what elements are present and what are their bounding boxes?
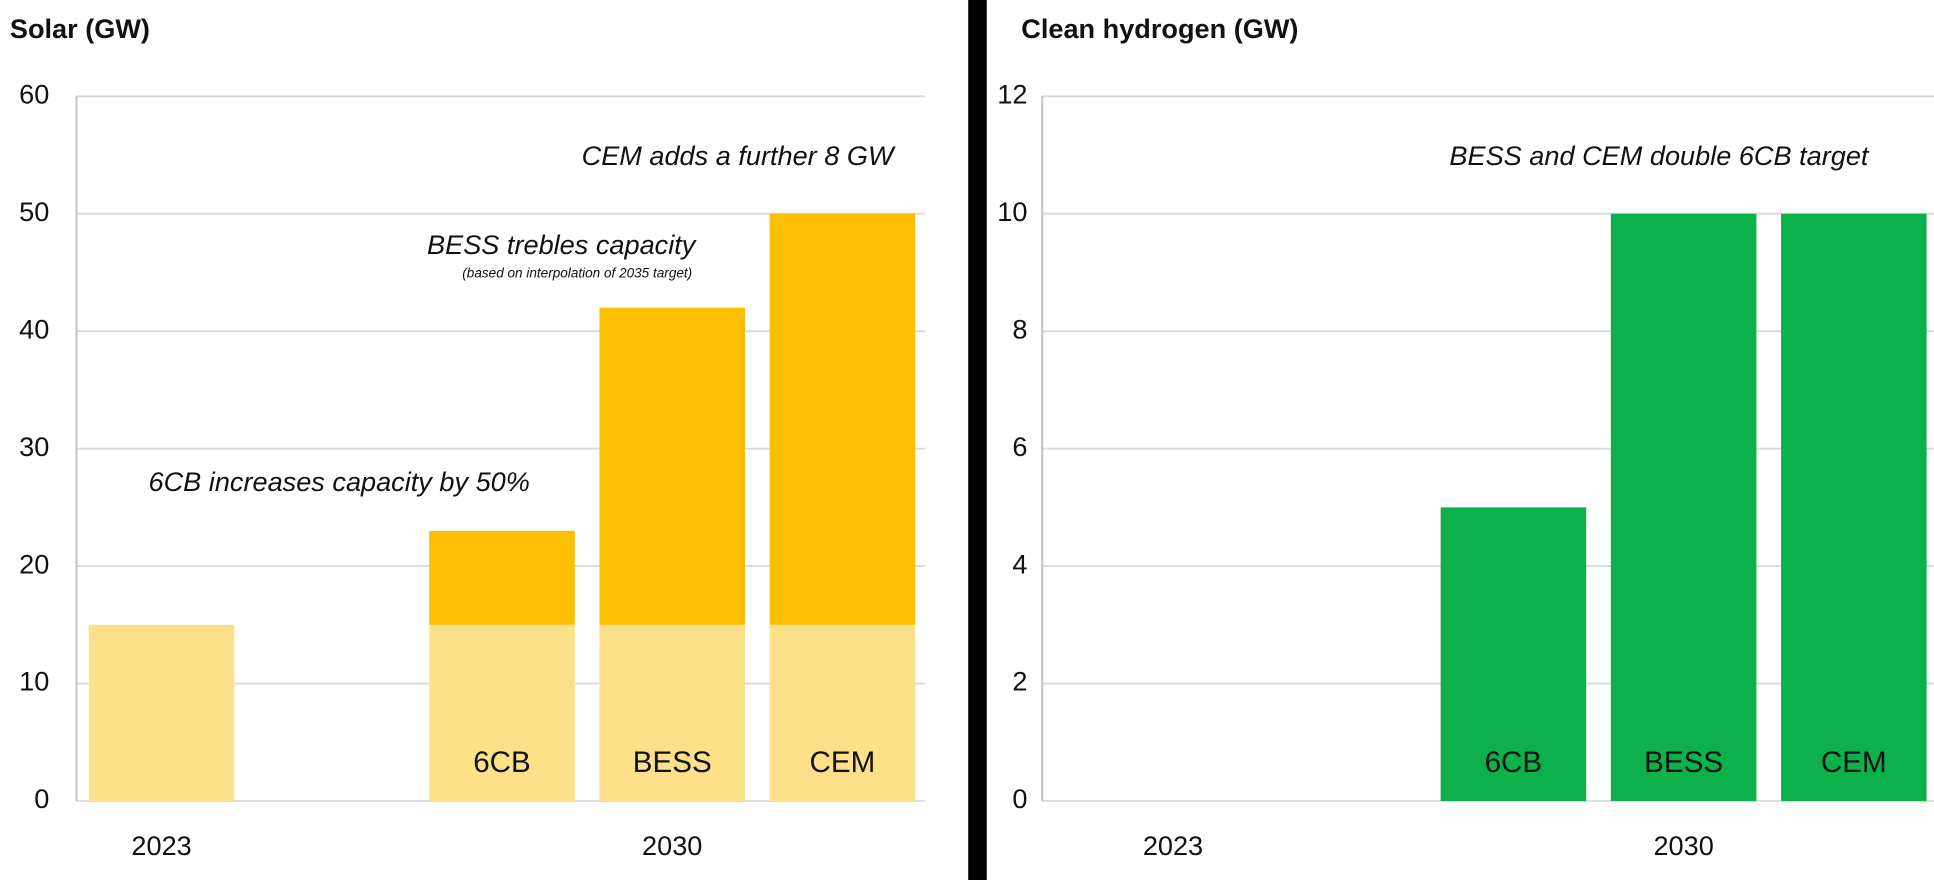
bar-segment [599, 624, 745, 802]
y-tick-label: 4 [1012, 548, 1027, 579]
bar-label: BESS [1644, 746, 1723, 779]
annotation: CEM adds a further 8 GW [582, 140, 896, 171]
bar-segment [1440, 507, 1587, 802]
y-tick-label: 10 [19, 666, 49, 697]
y-tick-label: 0 [34, 783, 49, 814]
bar-segment [429, 530, 575, 625]
y-tick-label: 40 [19, 313, 49, 344]
y-tick-label: 50 [19, 196, 49, 227]
y-tick-label: 30 [19, 431, 49, 462]
bar-segment [1610, 213, 1757, 802]
bar-segment [1781, 213, 1927, 802]
bar-label: BESS [633, 746, 712, 779]
y-tick-label: 2 [1012, 666, 1027, 697]
bar-segment [88, 624, 235, 802]
chart-title: Clean hydrogen (GW) [1021, 13, 1298, 44]
bar-segment [769, 213, 916, 625]
y-tick-label: 6 [1012, 431, 1027, 462]
y-tick-label: 20 [19, 548, 49, 579]
annotation: BESS and CEM double 6CB target [1449, 140, 1869, 171]
y-tick-label: 12 [997, 78, 1027, 109]
y-tick-label: 60 [19, 78, 49, 109]
chart-title: Solar (GW) [10, 13, 150, 44]
group-label: 2023 [1143, 830, 1203, 861]
bar-label: CEM [810, 746, 876, 779]
bar-label: CEM [1821, 746, 1887, 779]
bar-label: 6CB [1485, 746, 1543, 779]
y-tick-label: 10 [997, 196, 1027, 227]
group-label: 2030 [1653, 830, 1713, 861]
group-label: 2030 [642, 830, 702, 861]
y-tick-label: 0 [1012, 783, 1027, 814]
divider [968, 0, 987, 880]
group-label: 2023 [131, 830, 191, 861]
bar-segment [769, 624, 916, 802]
annotation: (based on interpolation of 2035 target) [462, 266, 692, 281]
annotation: 6CB increases capacity by 50% [149, 466, 530, 497]
bar-segment [429, 624, 575, 802]
bar-segment [599, 307, 745, 625]
bar-label: 6CB [473, 746, 531, 779]
annotation: BESS trebles capacity [427, 229, 697, 260]
y-tick-label: 8 [1012, 313, 1027, 344]
